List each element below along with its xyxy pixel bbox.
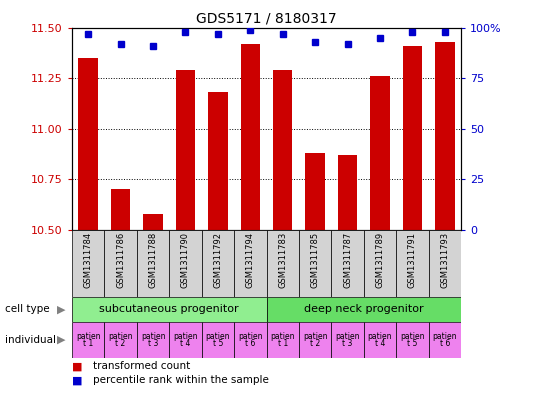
- Text: t 1: t 1: [83, 339, 93, 348]
- Text: t 5: t 5: [213, 339, 223, 348]
- Text: GSM1311787: GSM1311787: [343, 232, 352, 288]
- Text: t 1: t 1: [278, 339, 288, 348]
- Bar: [72, 230, 104, 297]
- Text: GDS5171 / 8180317: GDS5171 / 8180317: [196, 12, 337, 26]
- Text: GSM1311783: GSM1311783: [278, 232, 287, 288]
- Bar: [305, 153, 325, 230]
- Text: subcutaneous progenitor: subcutaneous progenitor: [100, 305, 239, 314]
- Text: GSM1311790: GSM1311790: [181, 232, 190, 288]
- Text: patien: patien: [335, 332, 360, 341]
- Bar: [169, 230, 201, 297]
- Text: ▶: ▶: [57, 305, 66, 314]
- Text: GSM1311785: GSM1311785: [311, 232, 320, 288]
- Text: patien: patien: [303, 332, 327, 341]
- Text: patien: patien: [108, 332, 133, 341]
- Bar: [72, 297, 266, 322]
- Bar: [338, 155, 357, 230]
- Text: ▶: ▶: [57, 335, 66, 345]
- Text: deep neck progenitor: deep neck progenitor: [304, 305, 424, 314]
- Text: individual: individual: [5, 335, 56, 345]
- Text: GSM1311784: GSM1311784: [84, 232, 93, 288]
- Bar: [104, 322, 137, 358]
- Bar: [137, 322, 169, 358]
- Bar: [273, 70, 293, 230]
- Bar: [396, 322, 429, 358]
- Bar: [364, 230, 396, 297]
- Bar: [266, 230, 299, 297]
- Text: t 3: t 3: [342, 339, 353, 348]
- Bar: [104, 230, 137, 297]
- Text: ■: ■: [72, 362, 83, 371]
- Bar: [176, 70, 195, 230]
- Text: patien: patien: [270, 332, 295, 341]
- Text: patien: patien: [400, 332, 425, 341]
- Text: patien: patien: [238, 332, 263, 341]
- Bar: [72, 322, 104, 358]
- Text: cell type: cell type: [5, 305, 50, 314]
- Text: patien: patien: [173, 332, 198, 341]
- Bar: [111, 189, 130, 230]
- Bar: [234, 322, 266, 358]
- Bar: [332, 322, 364, 358]
- Bar: [208, 92, 228, 230]
- Text: t 2: t 2: [116, 339, 126, 348]
- Bar: [429, 230, 461, 297]
- Text: ■: ■: [72, 375, 83, 385]
- Bar: [78, 58, 98, 230]
- Bar: [429, 322, 461, 358]
- Text: GSM1311791: GSM1311791: [408, 232, 417, 288]
- Bar: [137, 230, 169, 297]
- Bar: [332, 230, 364, 297]
- Bar: [403, 46, 422, 230]
- Bar: [435, 42, 455, 230]
- Text: t 5: t 5: [407, 339, 417, 348]
- Text: patien: patien: [206, 332, 230, 341]
- Bar: [143, 214, 163, 230]
- Bar: [396, 230, 429, 297]
- Text: t 2: t 2: [310, 339, 320, 348]
- Text: t 3: t 3: [148, 339, 158, 348]
- Bar: [234, 230, 266, 297]
- Bar: [240, 44, 260, 230]
- Bar: [370, 76, 390, 230]
- Text: patien: patien: [433, 332, 457, 341]
- Text: patien: patien: [76, 332, 100, 341]
- Text: transformed count: transformed count: [93, 362, 190, 371]
- Text: GSM1311789: GSM1311789: [375, 232, 384, 288]
- Text: GSM1311792: GSM1311792: [213, 232, 222, 288]
- Text: t 6: t 6: [440, 339, 450, 348]
- Bar: [266, 297, 461, 322]
- Text: patien: patien: [368, 332, 392, 341]
- Bar: [169, 322, 201, 358]
- Bar: [364, 322, 396, 358]
- Text: GSM1311786: GSM1311786: [116, 232, 125, 288]
- Bar: [266, 322, 299, 358]
- Text: t 4: t 4: [180, 339, 191, 348]
- Text: percentile rank within the sample: percentile rank within the sample: [93, 375, 269, 385]
- Text: patien: patien: [141, 332, 165, 341]
- Bar: [201, 322, 234, 358]
- Text: GSM1311794: GSM1311794: [246, 232, 255, 288]
- Text: t 4: t 4: [375, 339, 385, 348]
- Bar: [299, 322, 332, 358]
- Bar: [201, 230, 234, 297]
- Bar: [299, 230, 332, 297]
- Text: GSM1311793: GSM1311793: [440, 232, 449, 288]
- Text: GSM1311788: GSM1311788: [149, 232, 158, 288]
- Text: t 6: t 6: [245, 339, 255, 348]
